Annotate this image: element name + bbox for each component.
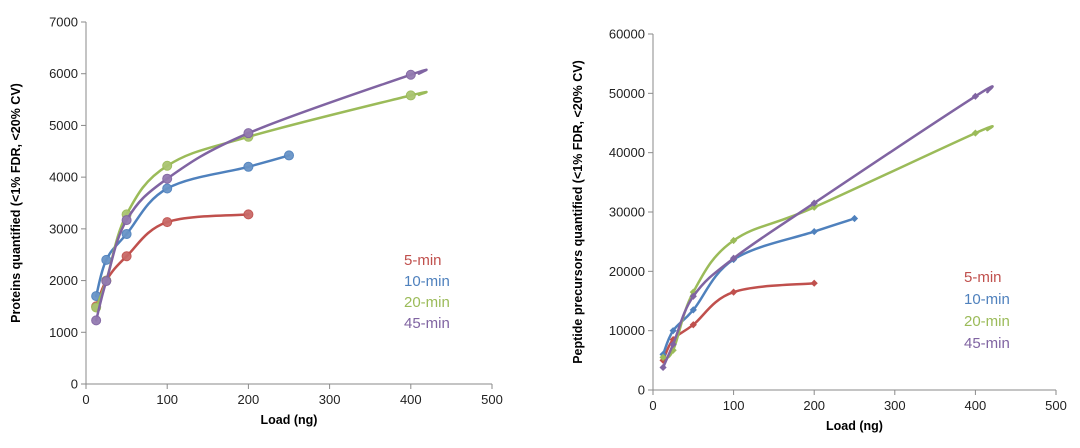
- data-point: [91, 315, 102, 326]
- x-tick-label: 200: [238, 392, 260, 407]
- data-point: [689, 288, 697, 296]
- y-tick-label: 2000: [49, 273, 78, 288]
- data-point: [162, 183, 173, 194]
- x-tick-label: 300: [319, 392, 341, 407]
- data-point: [669, 340, 677, 348]
- x-tick-label: 200: [803, 398, 825, 413]
- x-axis-title: Load (ng): [261, 413, 318, 427]
- x-tick-label: 500: [481, 392, 503, 407]
- data-point: [810, 227, 818, 236]
- x-tick-label: 500: [1045, 398, 1067, 413]
- data-point: [730, 288, 738, 296]
- y-tick-label: 3000: [49, 221, 78, 236]
- y-tick-label: 60000: [609, 27, 645, 42]
- x-tick-label: 400: [400, 392, 422, 407]
- legend-entry-45-min: 45-min: [404, 315, 450, 332]
- y-tick-label: 7000: [49, 15, 78, 30]
- chart-1: 0 1000 2000 3000 4000 5000 6000 7000 0 100 200 300 4…: [9, 15, 503, 428]
- data-point: [971, 129, 979, 137]
- legend-entry-45-min: 45-min: [964, 335, 1010, 352]
- data-point: [689, 321, 697, 329]
- data-point: [669, 346, 677, 354]
- y-tick-label: 10000: [609, 323, 645, 338]
- y-tick-label: 50000: [609, 86, 645, 101]
- data-point: [243, 128, 254, 139]
- data-point: [243, 161, 254, 172]
- x-tick-label: 0: [649, 398, 656, 413]
- data-point: [101, 254, 112, 265]
- y-tick-label: 0: [71, 377, 78, 392]
- x-tick-label: 0: [82, 392, 89, 407]
- data-point: [121, 215, 132, 226]
- y-tick-label: 40000: [609, 145, 645, 160]
- series-line-20-min: [661, 124, 994, 359]
- x-tick-label: 400: [965, 398, 987, 413]
- data-point: [669, 327, 677, 335]
- data-point: [810, 199, 818, 207]
- data-point: [243, 209, 254, 220]
- y-tick-label: 1000: [49, 325, 78, 340]
- y-tick-label: 0: [638, 383, 645, 398]
- data-point: [810, 279, 818, 287]
- legend-entry-10-min: 10-min: [404, 273, 450, 290]
- data-point: [730, 254, 738, 262]
- data-point: [284, 150, 294, 161]
- data-point: [810, 203, 818, 211]
- legend-entry-20-min: 20-min: [964, 313, 1010, 330]
- series-line-10-min: [94, 154, 291, 298]
- y-axis-title: Proteins quantified (<1% FDR, <20% CV): [9, 83, 23, 323]
- data-point: [689, 292, 697, 300]
- data-point: [162, 160, 173, 171]
- legend-entry-5-min: 5-min: [404, 252, 442, 269]
- chart-2: 0 10000 20000 30000 40000 50000 60000 0 100 200 30…: [571, 27, 1067, 434]
- y-tick-label: 4000: [49, 170, 78, 185]
- x-tick-label: 100: [723, 398, 745, 413]
- data-point: [162, 173, 173, 184]
- data-point: [730, 236, 738, 245]
- series-line-5-min: [661, 281, 816, 362]
- y-tick-label: 20000: [609, 264, 645, 279]
- x-tick-label: 300: [884, 398, 906, 413]
- data-point: [659, 353, 667, 361]
- data-point: [850, 214, 859, 223]
- legend-entry-10-min: 10-min: [964, 291, 1010, 308]
- y-tick-label: 6000: [49, 66, 78, 81]
- series-line-45-min: [94, 68, 428, 322]
- series-line-20-min: [94, 90, 428, 309]
- data-point: [101, 276, 112, 287]
- data-point: [162, 217, 173, 228]
- legend-entry-5-min: 5-min: [964, 269, 1002, 286]
- data-point: [659, 363, 667, 372]
- data-point: [971, 92, 979, 100]
- y-axis-title: Peptide precursors quantified (<1% FDR, …: [571, 60, 585, 364]
- x-axis-title: Load (ng): [826, 419, 883, 433]
- data-point: [121, 229, 132, 240]
- x-tick-label: 100: [156, 392, 178, 407]
- series-line-5-min: [94, 213, 250, 308]
- legend-entry-20-min: 20-min: [404, 294, 450, 311]
- y-tick-label: 30000: [609, 205, 645, 220]
- data-point: [121, 251, 132, 262]
- data-point: [689, 306, 697, 314]
- y-tick-label: 5000: [49, 118, 78, 133]
- data-point: [405, 90, 416, 101]
- data-point: [405, 69, 416, 80]
